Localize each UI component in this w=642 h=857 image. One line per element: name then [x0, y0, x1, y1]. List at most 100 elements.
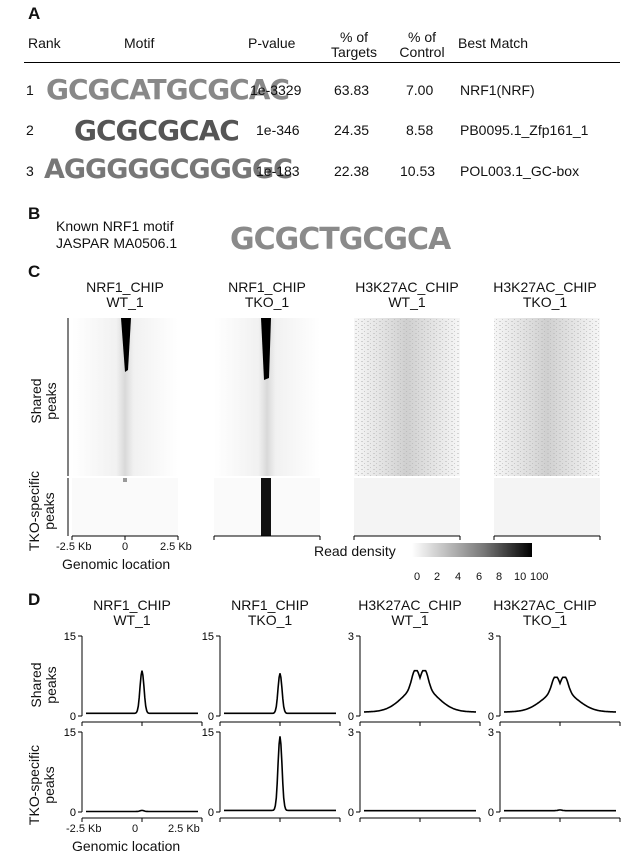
d-col1-title: NRF1_CHIP WT_1: [62, 598, 202, 628]
panel-c-letter: C: [28, 262, 41, 281]
y-tick-label: 0: [70, 807, 76, 819]
read-density-label: Read density: [314, 543, 396, 559]
row1-best-match: NRF1(NRF): [460, 82, 535, 98]
panel-b-letter: B: [28, 204, 41, 223]
row1-motif-logo: GCGCATGCGCAC: [46, 73, 290, 106]
d-col4-line1: H3K27AC_CHIP: [493, 597, 597, 613]
row2-motif-logo: GCGCGCAC: [74, 114, 240, 147]
c-x-label: Genomic location: [62, 556, 171, 572]
d-col1-line1: NRF1_CHIP: [93, 597, 171, 613]
row3-best-match: POL003.1_GC-box: [460, 163, 580, 179]
d-tick-left: -2.5 Kb: [66, 823, 102, 835]
profile-shared-col4: 03: [488, 631, 621, 726]
d-col3-line2: WT_1: [391, 612, 429, 628]
heatmap-h3k27ac-wt-tko: [354, 478, 460, 536]
c-tick-left: -2.5 Kb: [56, 541, 92, 553]
known-motif-line2: JASPAR MA0506.1: [56, 235, 178, 251]
row2-pvalue: 1e-346: [256, 122, 300, 138]
heatmap-h3k27ac-wt-texture: [354, 318, 460, 476]
profile-line: [86, 809, 198, 813]
d-col4-title: H3K27AC_CHIP TKO_1: [475, 598, 615, 628]
legend-tick-4: 4: [455, 571, 462, 583]
header-targets: % of Targets: [324, 30, 384, 60]
c-x-axes: [71, 535, 601, 540]
d-tick-right: 2.5 Kb: [168, 823, 200, 835]
c-col3-line1: H3K27AC_CHIP: [355, 279, 459, 295]
y-tick-label: 0: [488, 807, 494, 819]
heatmap-nrf1-wt-tko-blip: [123, 478, 127, 482]
d-row-shared-line2: peaks: [43, 666, 59, 704]
heatmap-h3k27ac-tko-tko: [494, 478, 600, 536]
c-col4-line1: H3K27AC_CHIP: [493, 279, 597, 295]
row3-rank: 3: [26, 163, 34, 179]
legend-tick-0: 0: [414, 571, 421, 583]
header-targets-line1: % of: [339, 29, 368, 45]
row3-motif-logo: AGGGGGCGGGGC: [44, 154, 293, 185]
y-tick-label: 0: [488, 711, 494, 723]
header-control-line1: % of: [407, 29, 436, 45]
heatmap-nrf1-tko-signal: [261, 318, 271, 380]
y-tick-label: 3: [348, 631, 354, 643]
d-col1-line2: WT_1: [113, 612, 151, 628]
c-col2-title: NRF1_CHIP TKO_1: [197, 280, 337, 310]
legend-tick-100: 100: [530, 571, 549, 583]
profile-tko-col2: 0 15: [202, 727, 341, 822]
d-col3-line1: H3K27AC_CHIP: [358, 597, 462, 613]
y-tick-label: 15: [64, 631, 76, 643]
row2-rank: 2: [26, 122, 34, 138]
y-tick-label: 0: [208, 711, 214, 723]
y-tick-label: 0: [208, 807, 214, 819]
d-tick-zero: 0: [132, 823, 139, 835]
row1-pvalue: 1e-3329: [250, 82, 302, 98]
y-tick-label: 3: [488, 631, 494, 643]
profile-shared-col2: 0 15: [202, 631, 341, 726]
d-col2-line2: TKO_1: [247, 612, 293, 628]
table-divider: [24, 62, 620, 63]
header-control-line2: Control: [399, 44, 445, 60]
legend-tick-10: 10: [514, 571, 527, 583]
profile-line: [224, 736, 336, 812]
profile-line: [504, 809, 616, 812]
row1-control: 7.00: [406, 82, 434, 98]
known-motif-caption: Known NRF1 motif JASPAR MA0506.1: [56, 218, 177, 252]
c-col1-line1: NRF1_CHIP: [86, 279, 164, 295]
y-tick-label: 3: [488, 727, 494, 739]
row2-control: 8.58: [406, 122, 434, 138]
header-pvalue: P-value: [248, 35, 296, 51]
header-targets-line2: Targets: [331, 44, 377, 60]
row3-control: 10.53: [400, 163, 436, 179]
c-col2-line2: TKO_1: [244, 294, 290, 310]
d-col3-title: H3K27AC_CHIP WT_1: [340, 598, 480, 628]
c-col3-line2: WT_1: [388, 294, 426, 310]
y-tick-label: 3: [348, 727, 354, 739]
header-control: % of Control: [394, 30, 450, 60]
known-motif-line1: Known NRF1 motif: [56, 218, 174, 234]
d-row-tko-line1: TKO-specific: [26, 744, 42, 826]
legend-tick-6: 6: [476, 571, 483, 583]
row2-targets: 24.35: [334, 122, 370, 138]
profile-line: [224, 673, 336, 715]
d-row-shared-line1: Shared: [28, 662, 44, 708]
row3-targets: 22.38: [334, 163, 370, 179]
profile-shared-col1: 0 15: [64, 631, 203, 726]
profile-tko-col1: 0 15: [64, 727, 203, 822]
heatmap-nrf1-wt-tko: [72, 478, 178, 536]
d-row-tko-line2: peaks: [41, 766, 57, 804]
profile-tko-col3: 03: [348, 727, 481, 822]
c-col1-line2: WT_1: [106, 294, 144, 310]
row1-rank: 1: [26, 82, 34, 98]
row2-best-match: PB0095.1_Zfp161_1: [460, 122, 589, 138]
profile-tko-col4: 03: [488, 727, 621, 822]
heatmap-nrf1-wt-signal: [121, 318, 131, 372]
y-tick-label: 15: [64, 727, 76, 739]
profile-shared-col3: 03: [348, 631, 481, 726]
c-col1-title: NRF1_CHIP WT_1: [55, 280, 195, 310]
heatmap-nrf1-tko-tko-signal: [261, 478, 271, 536]
y-tick-label: 0: [348, 711, 354, 723]
header-motif: Motif: [124, 35, 155, 51]
y-tick-label: 0: [70, 711, 76, 723]
y-tick-label: 15: [202, 631, 214, 643]
legend-tick-8: 8: [496, 571, 503, 583]
